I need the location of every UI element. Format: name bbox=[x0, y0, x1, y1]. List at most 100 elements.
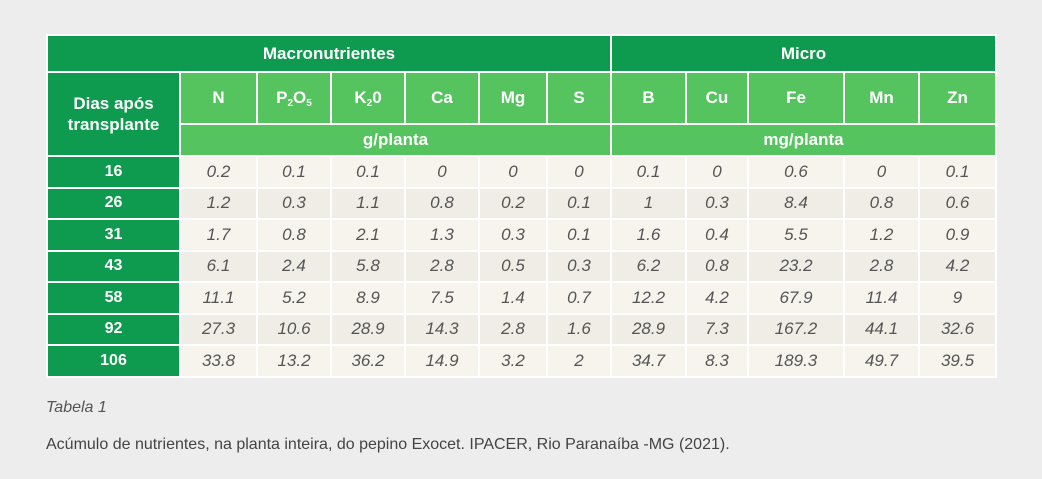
day-cell: 92 bbox=[46, 312, 181, 346]
value-cell: 27.3 bbox=[179, 312, 258, 346]
value-cell: 34.7 bbox=[610, 344, 687, 378]
table-body: 16 0.2 0.1 0.1 0 0 0 0.1 0 0.6 0 0.1 26 1.2 0.3 1.1 0.8 0… bbox=[46, 155, 997, 378]
value-cell: 4.2 bbox=[918, 249, 997, 283]
value-cell: 2.8 bbox=[404, 249, 480, 283]
value-cell: 0.9 bbox=[918, 218, 997, 252]
value-cell: 2 bbox=[546, 344, 612, 378]
value-cell: 8.3 bbox=[685, 344, 749, 378]
value-cell: 13.2 bbox=[256, 344, 332, 378]
col-header-fe: Fe bbox=[747, 71, 845, 125]
value-cell: 11.4 bbox=[843, 281, 920, 315]
unit-micro: mg/planta bbox=[610, 123, 997, 157]
table-row: 58 11.1 5.2 8.9 7.5 1.4 0.7 12.2 4.2 67.9 11.4 9 bbox=[46, 281, 997, 315]
value-cell: 2.1 bbox=[330, 218, 406, 252]
value-cell: 3.2 bbox=[478, 344, 548, 378]
value-cell: 14.9 bbox=[404, 344, 480, 378]
value-cell: 0.1 bbox=[918, 155, 997, 189]
value-cell: 14.3 bbox=[404, 312, 480, 346]
col-header-b: B bbox=[610, 71, 687, 125]
table-row: 106 33.8 13.2 36.2 14.9 3.2 2 34.7 8.3 189.3 49.7 3… bbox=[46, 344, 997, 378]
value-cell: 10.6 bbox=[256, 312, 332, 346]
value-cell: 167.2 bbox=[747, 312, 845, 346]
unit-macro: g/planta bbox=[179, 123, 612, 157]
caption-text: Acúmulo de nutrientes, na planta inteira… bbox=[46, 436, 730, 453]
value-cell: 12.2 bbox=[610, 281, 687, 315]
value-cell: 1.7 bbox=[179, 218, 258, 252]
day-cell: 31 bbox=[46, 218, 181, 252]
value-cell: 4.2 bbox=[685, 281, 749, 315]
value-cell: 44.1 bbox=[843, 312, 920, 346]
col-header-mn: Mn bbox=[843, 71, 920, 125]
nutrient-table: Macronutrientes Micro Dias após transpla… bbox=[46, 34, 997, 378]
value-cell: 0.8 bbox=[256, 218, 332, 252]
value-cell: 1.2 bbox=[843, 218, 920, 252]
value-cell: 0.3 bbox=[546, 249, 612, 283]
value-cell: 0 bbox=[478, 155, 548, 189]
value-cell: 1.4 bbox=[478, 281, 548, 315]
table-row: 31 1.7 0.8 2.1 1.3 0.3 0.1 1.6 0.4 5.5 1.2 0.9 bbox=[46, 218, 997, 252]
value-cell: 1.6 bbox=[546, 312, 612, 346]
col-header-mg: Mg bbox=[478, 71, 548, 125]
value-cell: 0 bbox=[404, 155, 480, 189]
value-cell: 6.2 bbox=[610, 249, 687, 283]
value-cell: 9 bbox=[918, 281, 997, 315]
value-cell: 2.4 bbox=[256, 249, 332, 283]
value-cell: 8.4 bbox=[747, 186, 845, 220]
day-cell: 26 bbox=[46, 186, 181, 220]
col-header-ca: Ca bbox=[404, 71, 480, 125]
value-cell: 28.9 bbox=[330, 312, 406, 346]
value-cell: 0.1 bbox=[546, 186, 612, 220]
value-cell: 0.1 bbox=[546, 218, 612, 252]
value-cell: 0.4 bbox=[685, 218, 749, 252]
value-cell: 0 bbox=[546, 155, 612, 189]
value-cell: 0.8 bbox=[404, 186, 480, 220]
value-cell: 67.9 bbox=[747, 281, 845, 315]
value-cell: 1.3 bbox=[404, 218, 480, 252]
value-cell: 0.2 bbox=[478, 186, 548, 220]
col-header-p2o5: P2O5 bbox=[256, 71, 332, 125]
value-cell: 33.8 bbox=[179, 344, 258, 378]
value-cell: 28.9 bbox=[610, 312, 687, 346]
value-cell: 1.6 bbox=[610, 218, 687, 252]
value-cell: 0.1 bbox=[256, 155, 332, 189]
day-cell: 106 bbox=[46, 344, 181, 378]
table-row: 92 27.3 10.6 28.9 14.3 2.8 1.6 28.9 7.3 167.2 44.1… bbox=[46, 312, 997, 346]
macro-group-header: Macronutrientes bbox=[46, 34, 612, 73]
table-row: 43 6.1 2.4 5.8 2.8 0.5 0.3 6.2 0.8 23.2 2.8 4.2 bbox=[46, 249, 997, 283]
col-header-s: S bbox=[546, 71, 612, 125]
day-cell: 58 bbox=[46, 281, 181, 315]
value-cell: 0.3 bbox=[256, 186, 332, 220]
micro-group-header: Micro bbox=[610, 34, 997, 73]
value-cell: 5.2 bbox=[256, 281, 332, 315]
caption-title: Tabela 1 bbox=[46, 399, 107, 416]
value-cell: 1 bbox=[610, 186, 687, 220]
value-cell: 0.6 bbox=[918, 186, 997, 220]
table-row: 26 1.2 0.3 1.1 0.8 0.2 0.1 1 0.3 8.4 0.8 0.6 bbox=[46, 186, 997, 220]
value-cell: 0.3 bbox=[685, 186, 749, 220]
value-cell: 49.7 bbox=[843, 344, 920, 378]
value-cell: 0 bbox=[685, 155, 749, 189]
value-cell: 1.2 bbox=[179, 186, 258, 220]
col-header-cu: Cu bbox=[685, 71, 749, 125]
value-cell: 7.3 bbox=[685, 312, 749, 346]
value-cell: 5.8 bbox=[330, 249, 406, 283]
value-cell: 11.1 bbox=[179, 281, 258, 315]
value-cell: 0.8 bbox=[685, 249, 749, 283]
value-cell: 1.1 bbox=[330, 186, 406, 220]
days-header: Dias após transplante bbox=[46, 71, 181, 157]
value-cell: 0.1 bbox=[610, 155, 687, 189]
col-header-zn: Zn bbox=[918, 71, 997, 125]
value-cell: 2.8 bbox=[478, 312, 548, 346]
day-cell: 43 bbox=[46, 249, 181, 283]
table-row: 16 0.2 0.1 0.1 0 0 0 0.1 0 0.6 0 0.1 bbox=[46, 155, 997, 189]
col-header-k2o: K20 bbox=[330, 71, 406, 125]
day-cell: 16 bbox=[46, 155, 181, 189]
value-cell: 0.7 bbox=[546, 281, 612, 315]
value-cell: 7.5 bbox=[404, 281, 480, 315]
value-cell: 32.6 bbox=[918, 312, 997, 346]
value-cell: 189.3 bbox=[747, 344, 845, 378]
value-cell: 0.5 bbox=[478, 249, 548, 283]
value-cell: 0.2 bbox=[179, 155, 258, 189]
value-cell: 23.2 bbox=[747, 249, 845, 283]
value-cell: 0.3 bbox=[478, 218, 548, 252]
